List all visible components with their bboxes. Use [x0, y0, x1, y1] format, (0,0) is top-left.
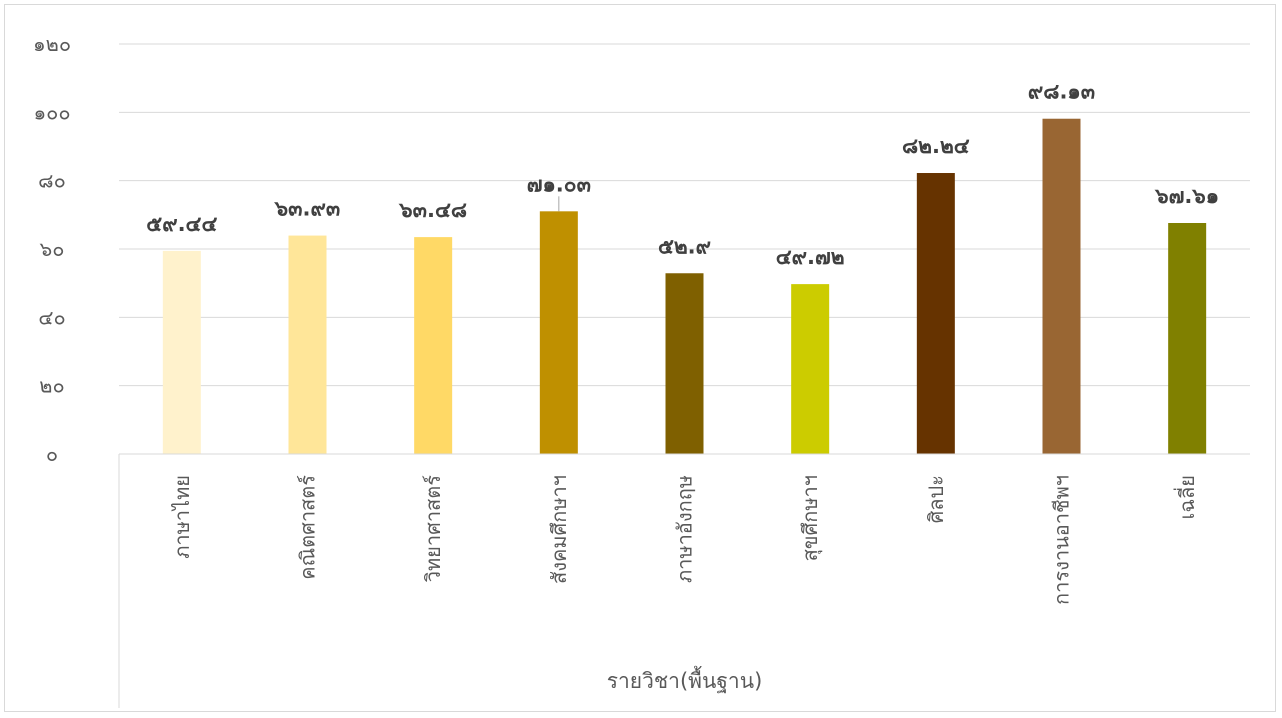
data-label: ๘๒.๒๔	[902, 134, 970, 158]
bar	[916, 173, 955, 454]
y-tick-label: ๑๒๐	[33, 32, 71, 56]
data-label: ๖๓.๙๓	[274, 197, 340, 221]
bar	[1168, 222, 1207, 454]
y-tick-label: ๔๐	[38, 305, 65, 329]
bar	[539, 211, 578, 454]
y-tick-label: ๘๐	[38, 169, 66, 193]
category-label: การงานอาชีพฯ	[1050, 475, 1074, 605]
y-axis-ticks: ๐ ๒๐ ๔๐ ๖๐ ๘๐ ๑๐๐ ๑๒๐	[33, 32, 71, 466]
bar	[414, 237, 453, 454]
category-label: วิทยาศาสตร์	[421, 475, 445, 582]
category-label: สังคมศึกษาฯ	[547, 475, 571, 584]
data-label: ๖๗.๖๑	[1154, 184, 1219, 208]
bar	[162, 250, 201, 454]
category-label: ศิลปะ	[924, 475, 948, 523]
x-axis-title: รายวิชา(พื้นฐาน)	[607, 666, 763, 693]
data-label: ๗๑.๐๓	[527, 172, 591, 196]
category-label: คณิตศาสตร์	[296, 475, 320, 580]
y-tick-label: ๐	[46, 442, 58, 466]
category-labels: ภาษาไทย คณิตศาสตร์ วิทยาศาสตร์ สังคมศึกษาฯ ภ…	[170, 475, 1199, 605]
category-label: ภาษาไทย	[170, 475, 194, 559]
bar	[791, 284, 830, 454]
y-tick-label: ๖๐	[40, 237, 65, 261]
category-label: เฉลี่ย	[1173, 475, 1199, 519]
bar	[1042, 118, 1081, 454]
data-label: ๙๘.๑๓	[1028, 80, 1095, 104]
data-label: ๖๓.๔๘	[398, 198, 467, 222]
bar	[665, 273, 704, 454]
data-label: ๕๒.๙	[658, 234, 711, 258]
data-label: ๔๙.๗๒	[776, 245, 845, 269]
category-label: สุขศึกษาฯ	[798, 475, 823, 561]
data-label: ๕๙.๔๔	[146, 212, 217, 236]
y-tick-label: ๑๐๐	[33, 100, 70, 124]
bar	[288, 235, 327, 454]
y-tick-label: ๒๐	[39, 374, 64, 398]
bars	[162, 118, 1207, 454]
category-label: ภาษาอังกฤษ	[673, 475, 697, 583]
